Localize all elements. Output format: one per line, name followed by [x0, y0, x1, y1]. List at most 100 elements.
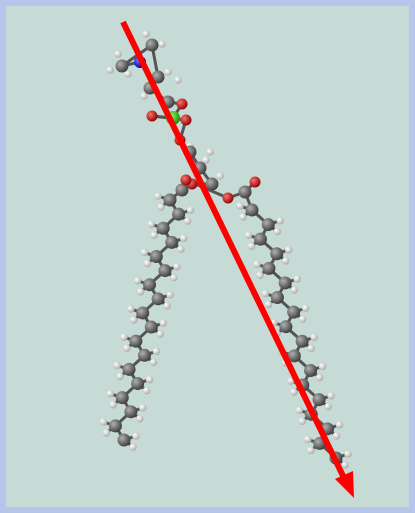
atom	[134, 277, 142, 285]
atom	[246, 204, 259, 217]
atom	[142, 30, 150, 38]
atom	[143, 278, 156, 291]
atom	[187, 206, 195, 214]
atom	[146, 39, 159, 52]
atom	[141, 249, 149, 257]
atom	[137, 288, 145, 296]
atom	[324, 403, 332, 411]
atom	[276, 217, 284, 225]
atom	[333, 432, 341, 440]
atom	[130, 316, 138, 324]
atom	[173, 263, 181, 271]
atom	[158, 264, 171, 277]
atom	[157, 222, 170, 235]
atom	[154, 192, 162, 200]
atom	[239, 213, 247, 221]
atom	[143, 387, 151, 395]
atom	[164, 194, 177, 207]
atom	[270, 247, 283, 260]
atom	[254, 233, 267, 246]
atom	[113, 362, 121, 370]
atom	[163, 302, 171, 310]
atom	[245, 231, 253, 239]
molecule-viewer	[0, 0, 415, 513]
atom	[157, 203, 165, 211]
atom	[336, 421, 344, 429]
atom	[307, 344, 315, 352]
atom	[165, 236, 178, 249]
atom	[293, 275, 301, 283]
atom	[106, 66, 114, 74]
atom	[138, 349, 151, 362]
atom	[299, 315, 307, 323]
atom	[116, 391, 129, 404]
atom	[248, 242, 256, 250]
atom	[139, 404, 147, 412]
atom	[344, 450, 352, 458]
atom	[273, 228, 281, 236]
atom	[116, 60, 129, 73]
atom	[123, 344, 131, 352]
viewport	[6, 6, 409, 507]
atom	[158, 40, 166, 48]
atom	[116, 373, 124, 381]
atom	[307, 447, 315, 455]
atom	[239, 186, 252, 199]
atom	[287, 306, 300, 319]
atom	[262, 218, 275, 231]
atom	[206, 178, 219, 191]
atom	[100, 418, 108, 426]
atom	[262, 262, 275, 275]
atom	[153, 347, 161, 355]
atom	[250, 177, 261, 188]
atom	[262, 290, 270, 298]
atom	[181, 115, 192, 126]
atom	[103, 429, 111, 437]
atom	[145, 321, 158, 334]
atom	[150, 358, 158, 366]
atom	[282, 257, 290, 265]
atom	[156, 330, 164, 338]
atom	[120, 333, 128, 341]
atom	[177, 246, 185, 254]
atom	[271, 291, 284, 304]
atom	[279, 276, 292, 289]
atom	[304, 364, 317, 377]
atom	[304, 436, 312, 444]
atom	[159, 319, 167, 327]
atom	[109, 401, 117, 409]
atom	[146, 376, 154, 384]
atom	[172, 208, 185, 221]
atom	[181, 175, 192, 186]
atom	[184, 217, 192, 225]
atom	[206, 148, 214, 156]
atom	[164, 68, 172, 76]
atom	[131, 377, 144, 390]
atom	[279, 320, 292, 333]
atom	[327, 392, 335, 400]
atom	[313, 393, 326, 406]
atom	[132, 432, 140, 440]
atom	[109, 419, 122, 432]
atom	[253, 261, 261, 269]
atom	[265, 301, 273, 309]
atom	[144, 260, 152, 268]
atom	[296, 335, 309, 348]
atom	[316, 374, 324, 382]
atom	[310, 333, 318, 341]
atom	[319, 363, 327, 371]
atom	[177, 99, 188, 110]
atom	[290, 286, 298, 294]
atom	[123, 363, 136, 376]
atom	[150, 250, 163, 263]
atom	[285, 246, 293, 254]
atom	[166, 291, 174, 299]
atom	[174, 76, 182, 84]
page: (() => { const ns = 'http://www.w3.org/2…	[0, 0, 415, 513]
atom	[236, 202, 244, 210]
atom	[114, 50, 122, 58]
atom	[298, 417, 306, 425]
atom	[290, 388, 298, 396]
atom	[302, 304, 310, 312]
atom	[118, 434, 131, 447]
